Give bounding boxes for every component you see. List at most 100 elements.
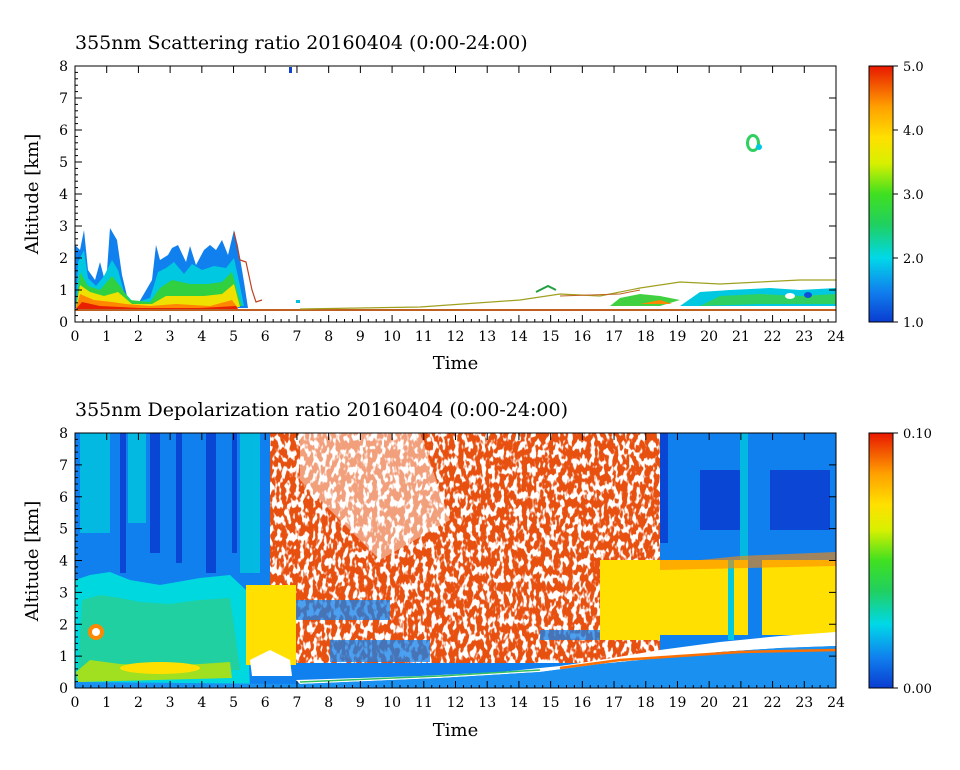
x-tick-label: 5 xyxy=(229,329,238,345)
colorbar-tick-label: 0.10 xyxy=(903,427,932,442)
depolarization-heatmap xyxy=(75,433,836,688)
scattering-stray-point xyxy=(289,67,292,73)
scattering-heatmap xyxy=(75,67,836,311)
x-tick-label: 6 xyxy=(261,695,270,711)
x-tick-label: 3 xyxy=(166,329,175,345)
x-tick-label: 4 xyxy=(197,695,206,711)
y-tick-label: 7 xyxy=(59,91,68,107)
x-tick-label: 10 xyxy=(383,695,401,711)
x-tick-label: 0 xyxy=(71,695,80,711)
scattering-ratio-panel: 355nm Scattering ratio 20160404 (0:00-24… xyxy=(22,32,924,374)
x-tick-label: 17 xyxy=(605,329,623,345)
depolarization-y-label: Altitude [km] xyxy=(22,501,43,623)
depolarization-colorbar xyxy=(868,432,894,689)
x-tick-label: 9 xyxy=(356,329,365,345)
x-tick-label: 9 xyxy=(356,695,365,711)
y-tick-label: 0 xyxy=(59,681,68,697)
depolarization-title: 355nm Depolarization ratio 20160404 (0:0… xyxy=(75,399,568,421)
x-tick-label: 15 xyxy=(542,329,560,345)
y-tick-label: 8 xyxy=(59,59,68,75)
x-tick-label: 24 xyxy=(827,329,845,345)
x-tick-label: 5 xyxy=(229,695,238,711)
y-tick-label: 5 xyxy=(59,155,68,171)
x-tick-label: 3 xyxy=(166,695,175,711)
x-tick-label: 19 xyxy=(669,695,687,711)
y-tick-label: 2 xyxy=(59,251,68,267)
scattering-morning-layer xyxy=(75,228,263,309)
y-tick-label: 2 xyxy=(59,617,68,633)
x-tick-label: 22 xyxy=(764,329,782,345)
y-tick-label: 1 xyxy=(59,283,68,299)
x-tick-label: 0 xyxy=(71,329,80,345)
y-tick-label: 3 xyxy=(59,585,68,601)
x-tick-label: 13 xyxy=(478,329,496,345)
y-tick-label: 3 xyxy=(59,219,68,235)
depolarization-ratio-panel: 355nm Depolarization ratio 20160404 (0:0… xyxy=(22,399,932,741)
x-tick-label: 6 xyxy=(261,329,270,345)
scattering-x-label: Time xyxy=(433,353,478,374)
x-tick-label: 8 xyxy=(324,329,333,345)
depolarization-axes: 0 1 2 3 4 5 6 7 8 9 10 11 12 13 14 15 16 17 18 19 20 21 22 23 24… xyxy=(59,426,845,711)
x-tick-label: 8 xyxy=(324,695,333,711)
y-tick-label: 6 xyxy=(59,123,68,139)
y-tick-label: 4 xyxy=(59,187,68,203)
x-tick-label: 20 xyxy=(700,695,718,711)
x-tick-label: 14 xyxy=(510,329,528,345)
x-tick-label: 11 xyxy=(415,329,433,345)
x-tick-label: 17 xyxy=(605,695,623,711)
x-tick-label: 14 xyxy=(510,695,528,711)
x-tick-label: 15 xyxy=(542,695,560,711)
x-tick-label: 23 xyxy=(795,329,813,345)
y-tick-label: 5 xyxy=(59,522,68,538)
x-tick-label: 2 xyxy=(134,329,143,345)
depolarization-colorbar-ticks: 0.00 0.10 xyxy=(893,427,932,697)
scattering-y-label: Altitude [km] xyxy=(22,134,43,256)
x-tick-label: 16 xyxy=(573,695,591,711)
depolarization-streaks xyxy=(120,433,830,573)
scattering-colorbar-ticks: 1.0 2.0 3.0 4.0 5.0 xyxy=(893,60,924,331)
x-tick-label: 22 xyxy=(764,695,782,711)
x-tick-label: 7 xyxy=(292,695,301,711)
x-tick-label: 12 xyxy=(447,329,465,345)
colorbar-tick-label: 0.00 xyxy=(903,682,932,697)
x-tick-label: 23 xyxy=(795,695,813,711)
scattering-cloud-21h xyxy=(746,134,762,152)
colorbar-tick-label: 1.0 xyxy=(903,316,924,331)
x-tick-label: 20 xyxy=(700,329,718,345)
depolarization-clear-band xyxy=(296,632,836,684)
scattering-axes: 0 1 2 3 4 5 6 7 8 9 10 11 12 13 14 15 16 17 18 19 20 21 22 23 24… xyxy=(59,59,845,345)
colorbar-tick-label: 3.0 xyxy=(903,188,924,203)
scattering-colorbar xyxy=(868,65,894,323)
scattering-ground-line xyxy=(75,309,836,311)
y-tick-label: 7 xyxy=(59,458,68,474)
x-tick-label: 21 xyxy=(732,695,750,711)
x-tick-label: 18 xyxy=(637,695,655,711)
x-tick-label: 1 xyxy=(102,329,111,345)
x-tick-label: 19 xyxy=(669,329,687,345)
x-tick-label: 24 xyxy=(827,695,845,711)
x-tick-label: 16 xyxy=(573,329,591,345)
x-tick-label: 12 xyxy=(447,695,465,711)
x-tick-label: 11 xyxy=(415,695,433,711)
x-tick-label: 10 xyxy=(383,329,401,345)
scattering-stray-point xyxy=(296,300,300,303)
x-tick-label: 4 xyxy=(197,329,206,345)
colorbar-tick-label: 5.0 xyxy=(903,60,924,75)
depolarization-x-label: Time xyxy=(433,720,478,741)
y-tick-label: 1 xyxy=(59,649,68,665)
scattering-afternoon-layer xyxy=(299,279,836,310)
colorbar-tick-label: 2.0 xyxy=(903,252,924,267)
x-tick-label: 1 xyxy=(102,695,111,711)
x-tick-label: 2 xyxy=(134,695,143,711)
y-tick-label: 6 xyxy=(59,490,68,506)
colorbar-tick-label: 4.0 xyxy=(903,124,924,139)
y-tick-label: 0 xyxy=(59,315,68,331)
x-tick-label: 13 xyxy=(478,695,496,711)
y-tick-label: 8 xyxy=(59,426,68,442)
x-tick-label: 18 xyxy=(637,329,655,345)
y-tick-label: 4 xyxy=(59,554,68,570)
x-tick-label: 21 xyxy=(732,329,750,345)
scattering-title: 355nm Scattering ratio 20160404 (0:00-24… xyxy=(75,32,528,54)
x-tick-label: 7 xyxy=(292,329,301,345)
